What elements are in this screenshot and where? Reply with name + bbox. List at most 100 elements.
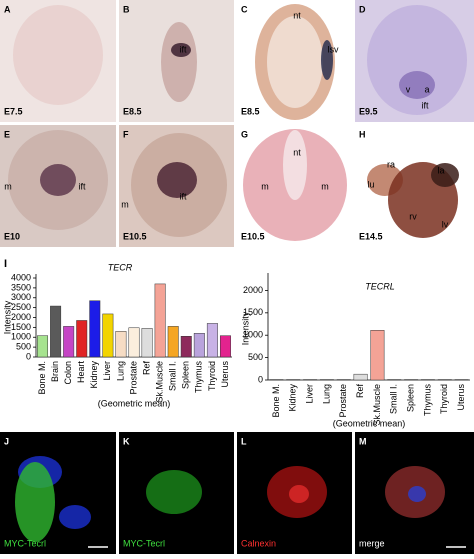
- x-tick-label: Bone M.: [37, 361, 47, 395]
- image-panel: D E9.5 v a ift: [355, 0, 474, 122]
- y-tick-label: 1000: [243, 330, 263, 340]
- tissue: [40, 164, 76, 196]
- stage-label: E14.5: [359, 231, 383, 241]
- cell: [408, 486, 426, 502]
- annotation: la: [437, 165, 444, 175]
- y-tick-label: 4000: [11, 272, 31, 282]
- panel-letter: C: [241, 4, 248, 14]
- stain-label: merge: [359, 538, 385, 548]
- y-tick-label: 2000: [11, 312, 31, 322]
- panel-letter: K: [123, 436, 130, 446]
- x-tick-label: Ref: [355, 384, 365, 399]
- tissue: [267, 16, 323, 108]
- annotation: ift: [421, 100, 429, 110]
- annotation: m: [261, 181, 269, 191]
- image-panel: G E10.5 nt m m: [237, 125, 352, 247]
- y-tick-label: 0: [26, 351, 31, 361]
- x-tick-label: Brain: [50, 361, 60, 382]
- bar: [77, 320, 87, 357]
- cell: [289, 485, 309, 503]
- bar: [129, 328, 139, 357]
- tissue: [399, 71, 435, 99]
- fluorescence-panel: K MYC-Tecrl: [119, 432, 234, 554]
- y-tick-label: 2000: [243, 285, 263, 295]
- panel-letter: G: [241, 129, 248, 139]
- x-tick-label: Thyroid: [207, 361, 217, 391]
- tissue: [161, 22, 197, 102]
- annotation: m: [4, 181, 12, 191]
- x-tick-label: Ref: [141, 361, 151, 376]
- panel-letter: H: [359, 129, 366, 139]
- x-tick-label: Liver: [304, 384, 314, 404]
- annotation: lv: [442, 219, 449, 229]
- panel-letter: F: [123, 129, 129, 139]
- bar: [50, 306, 60, 357]
- x-tick-label: Lung: [115, 361, 125, 381]
- stain-label: Calnexin: [241, 538, 276, 548]
- y-tick-label: 500: [248, 352, 263, 362]
- bar: [37, 336, 47, 357]
- y-tick-label: 3000: [11, 292, 31, 302]
- x-tick-label: Prostate: [338, 384, 348, 418]
- x-tick-label: Colon: [63, 361, 73, 385]
- y-tick-label: 1500: [11, 322, 31, 332]
- x-axis-label: (Geometric mean): [333, 418, 406, 428]
- stain-label: MYC-Tecrl: [123, 538, 165, 548]
- panel-letter: I: [4, 258, 7, 270]
- x-tick-label: Thyroid: [439, 384, 449, 414]
- annotation: m: [121, 199, 129, 209]
- annotation: m: [321, 181, 329, 191]
- tissue: [13, 5, 103, 105]
- bar: [142, 328, 152, 357]
- bar: [103, 314, 113, 357]
- x-tick-label: Heart: [76, 361, 86, 384]
- chart-title: TECR: [108, 262, 133, 272]
- stage-label: E10.5: [241, 231, 265, 241]
- y-tick-label: 0: [258, 374, 263, 384]
- y-tick-label: 2500: [11, 302, 31, 312]
- x-tick-label: Small I.: [168, 361, 178, 391]
- bar: [181, 336, 191, 357]
- bar: [90, 301, 100, 357]
- annotation: a: [424, 84, 429, 94]
- x-tick-label: Liver: [102, 361, 112, 381]
- bar: [63, 326, 73, 357]
- y-tick-label: 500: [16, 342, 31, 352]
- panel-letter: M: [359, 436, 367, 446]
- y-tick-label: 1500: [243, 307, 263, 317]
- annotation: nt: [293, 147, 301, 157]
- annotation: rv: [409, 211, 417, 221]
- annotation: ift: [179, 44, 187, 54]
- panel-letter: B: [123, 4, 130, 14]
- annotation: ift: [78, 181, 86, 191]
- panel-letter: J: [4, 436, 9, 446]
- y-tick-label: 3500: [11, 282, 31, 292]
- cell: [15, 462, 55, 542]
- stage-label: E8.5: [241, 106, 260, 116]
- panel-letter: A: [4, 4, 11, 14]
- annotation: v: [406, 84, 411, 94]
- stain-label: MYC-Tecrl: [4, 538, 46, 548]
- tissue: [157, 162, 197, 198]
- bar: [207, 323, 217, 357]
- chart-title: TECRL: [365, 281, 395, 291]
- annotation: lu: [367, 179, 374, 189]
- bar: [194, 333, 204, 357]
- panel-letter: D: [359, 4, 366, 14]
- x-tick-label: Uterus: [220, 361, 230, 388]
- bar: [354, 374, 367, 380]
- annotation: nt: [293, 10, 301, 20]
- image-panel: B E8.5 ift: [119, 0, 234, 122]
- x-tick-label: Lung: [321, 384, 331, 404]
- annotation: ift: [179, 191, 187, 201]
- stage-label: E9.5: [359, 106, 378, 116]
- image-panel: F E10.5 m ift: [119, 125, 234, 247]
- stage-label: E8.5: [123, 106, 142, 116]
- bar: [168, 326, 178, 357]
- stage-label: E10.5: [123, 231, 147, 241]
- tissue: [283, 130, 307, 200]
- y-tick-label: 1000: [11, 332, 31, 342]
